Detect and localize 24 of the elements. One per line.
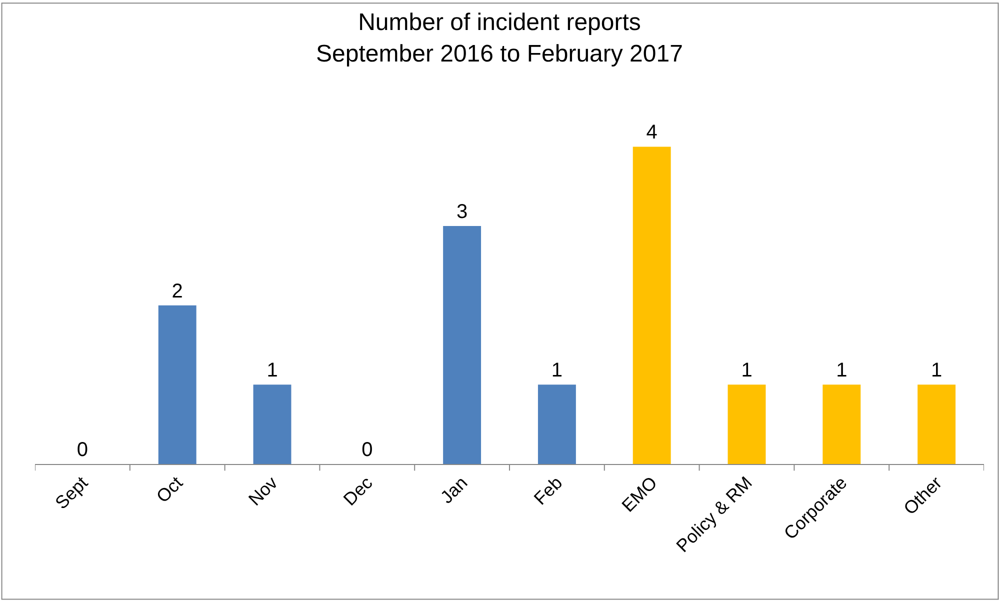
x-tick-label: Feb (530, 472, 566, 509)
bar (443, 226, 482, 464)
chart-title: Number of incident reports September 2016 to February 2017 (316, 9, 683, 68)
data-label: 1 (836, 360, 848, 382)
data-label: 1 (266, 360, 278, 382)
data-label: 4 (646, 122, 658, 144)
bar (632, 146, 671, 464)
x-tick-label: Jan (436, 472, 472, 508)
bar (822, 384, 861, 464)
data-label: 1 (741, 360, 752, 382)
data-label: 2 (172, 280, 183, 302)
bar (158, 305, 196, 464)
data-label: 1 (551, 360, 563, 382)
x-tick-label: Dec (340, 472, 376, 510)
bar (253, 384, 292, 464)
bar (538, 384, 576, 464)
data-label: 0 (76, 439, 88, 461)
data-label: 3 (456, 201, 468, 224)
bar (728, 384, 766, 464)
data-label: 0 (362, 439, 373, 461)
bar (918, 384, 956, 464)
x-tick-label: Nov (244, 472, 282, 510)
x-tick-label: Oct (152, 472, 187, 507)
data-label: 1 (930, 360, 942, 382)
